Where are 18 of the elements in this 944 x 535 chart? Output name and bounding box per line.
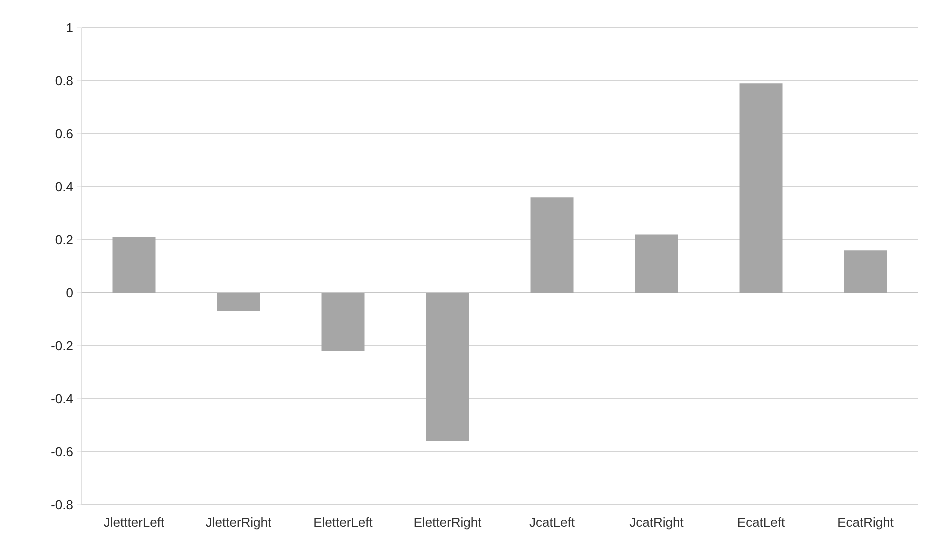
y-tick-label: 1	[67, 24, 73, 32]
x-tick-label: EletterRight	[414, 518, 482, 530]
y-tick-label: 0	[66, 288, 73, 298]
y-tick-label: 0.2	[56, 235, 73, 245]
x-tick-label: JcatRight	[630, 518, 684, 530]
y-tick-label: 0.4	[56, 182, 74, 192]
y-tick-label: -0.2	[52, 341, 73, 351]
x-tick-label: EcatRight	[838, 518, 894, 530]
y-tick-label: 0.6	[56, 129, 73, 139]
y-tick-label: -0.6	[52, 447, 73, 457]
x-tick-label: EcatLeft	[738, 518, 786, 528]
x-tick-label: JcatLeft	[530, 518, 575, 528]
x-tick-label: EletterLeft	[314, 518, 373, 528]
y-tick-label: 0.8	[56, 76, 73, 86]
x-tick-label: JlettterLeft	[104, 518, 164, 528]
x-tick-label: JletterRight	[206, 518, 272, 530]
y-tick-label: -0.4	[52, 394, 74, 404]
y-tick-label: -0.8	[52, 500, 73, 510]
